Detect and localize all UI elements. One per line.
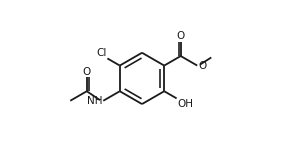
Text: NH: NH <box>87 96 103 106</box>
Text: OH: OH <box>178 99 194 109</box>
Text: Cl: Cl <box>96 48 107 58</box>
Text: O: O <box>199 61 207 71</box>
Text: O: O <box>177 31 185 41</box>
Text: O: O <box>83 67 91 77</box>
